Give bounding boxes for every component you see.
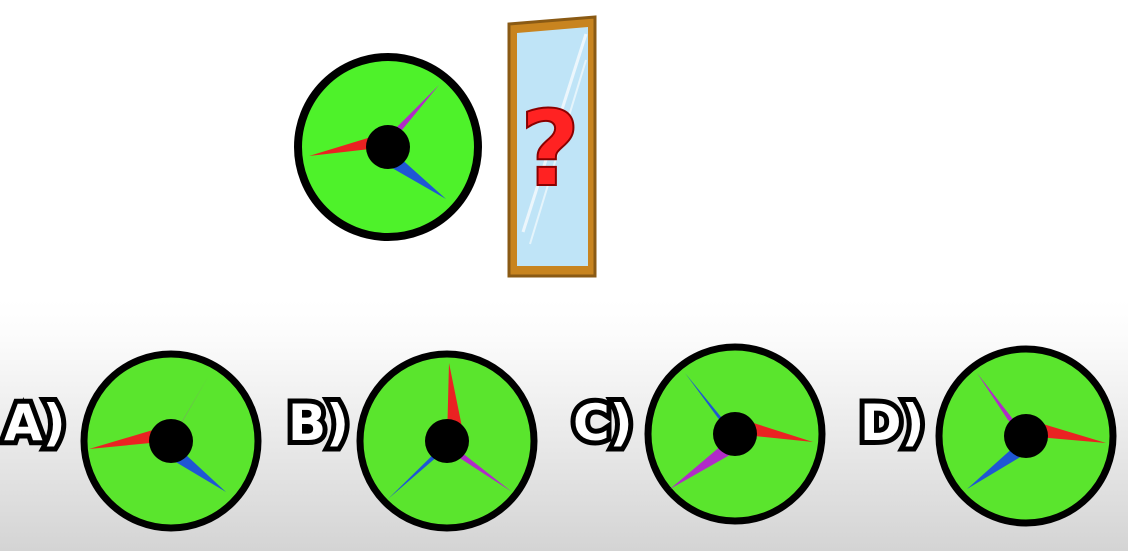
option-b-hub [425, 419, 469, 463]
option-d-hub [1004, 414, 1048, 458]
question-dial-hub [366, 125, 410, 169]
option-a-hub [149, 419, 193, 463]
mirror-shine-line [529, 59, 587, 245]
option-b-dial[interactable] [356, 350, 538, 532]
option-a-label[interactable]: A) [0, 393, 71, 453]
option-c-dial[interactable] [644, 343, 826, 525]
option-b-label[interactable]: B) [283, 393, 354, 453]
mirror-shine-line [521, 33, 588, 233]
option-d-label[interactable]: D) [855, 393, 929, 453]
option-d-dial[interactable] [935, 345, 1117, 527]
option-c-hub [713, 412, 757, 456]
mirror: ? [507, 15, 597, 278]
mirror-question-mark: ? [520, 88, 580, 210]
option-d-label-outline: D) [855, 393, 929, 453]
option-c-label-outline: C) [568, 393, 637, 453]
option-c-label[interactable]: C) [568, 393, 637, 453]
option-b-label-outline: B) [283, 393, 354, 453]
option-a-label-outline: A) [0, 393, 71, 453]
option-a-dial[interactable] [80, 350, 262, 532]
option-a-red-needle [89, 427, 171, 449]
question-dial [294, 53, 482, 241]
